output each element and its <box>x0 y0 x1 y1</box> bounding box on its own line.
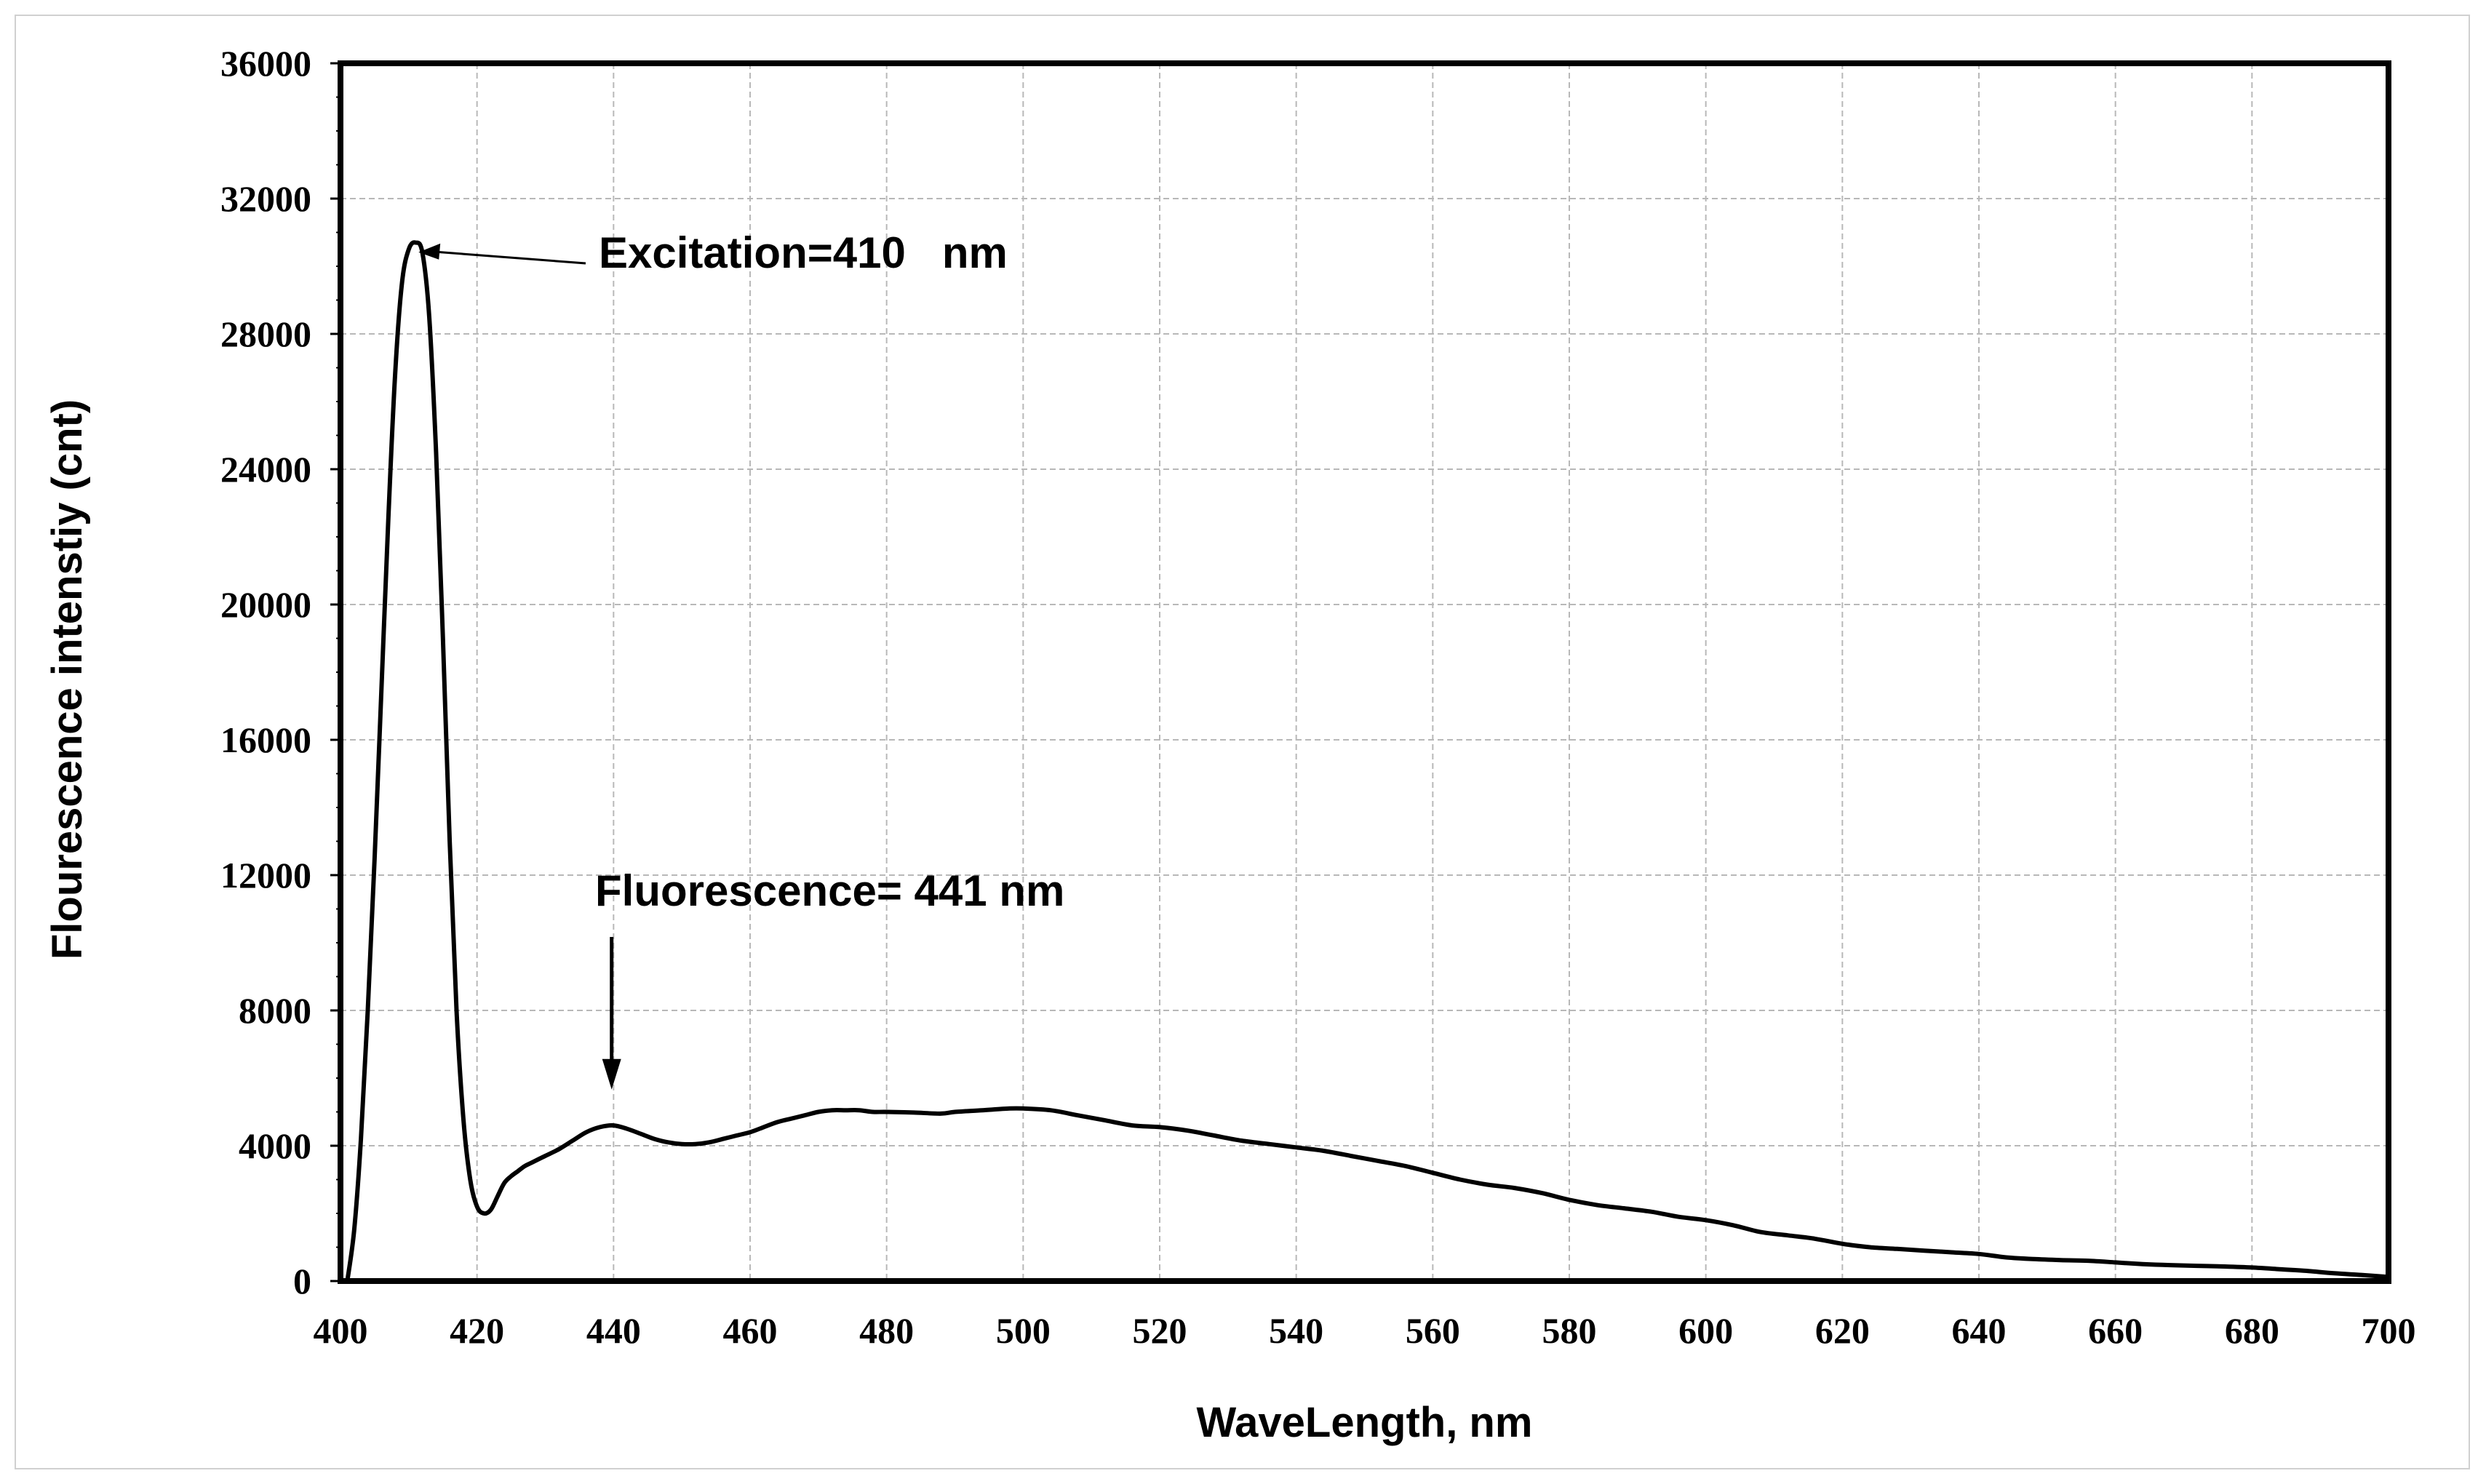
excitation-arrow-head <box>418 243 441 260</box>
y-tick-label: 8000 <box>239 990 311 1031</box>
excitation-label: Excitation=410 nm <box>599 228 1008 277</box>
y-tick-label: 28000 <box>220 314 311 354</box>
x-tick-label: 560 <box>1406 1310 1460 1351</box>
y-tick-label: 24000 <box>220 449 311 490</box>
y-tick-label: 4000 <box>239 1125 311 1166</box>
fluorescence-label: Fluorescence= 441 nm <box>595 866 1064 915</box>
plot-area-border <box>338 60 2391 1284</box>
y-axis-ticks: 0 4000 8000 12000 16000 20000 24000 28000 32000 3… <box>220 43 340 1301</box>
x-tick-label: 400 <box>314 1310 368 1351</box>
y-tick-label: 12000 <box>220 855 311 895</box>
x-tick-label: 460 <box>723 1310 778 1351</box>
y-tick-label: 20000 <box>220 584 311 625</box>
x-tick-label: 580 <box>1542 1310 1597 1351</box>
x-tick-label: 440 <box>586 1310 641 1351</box>
y-axis-title: Flourescence intenstiy (cnt) <box>44 399 91 960</box>
x-tick-label: 680 <box>2225 1310 2279 1351</box>
excitation-arrow <box>431 250 586 265</box>
x-tick-label: 620 <box>1815 1310 1870 1351</box>
x-axis-ticks: 400 420 440 460 480 500 520 540 560 580 600 620 640 6… <box>314 1310 2416 1351</box>
x-tick-label: 480 <box>859 1310 914 1351</box>
grid-lines <box>340 63 2389 1281</box>
y-tick-label: 0 <box>293 1261 311 1301</box>
x-tick-label: 600 <box>1678 1310 1733 1351</box>
x-tick-label: 420 <box>450 1310 504 1351</box>
x-tick-label: 660 <box>2088 1310 2143 1351</box>
fluorescence-arrow-head <box>602 1058 621 1090</box>
y-tick-label: 32000 <box>220 178 311 219</box>
y-tick-label: 36000 <box>220 43 311 84</box>
x-tick-label: 640 <box>1952 1310 2007 1351</box>
x-tick-label: 520 <box>1133 1310 1187 1351</box>
x-axis-title: WaveLength, nm <box>1197 1399 1533 1446</box>
y-tick-label: 16000 <box>220 719 311 760</box>
x-tick-label: 700 <box>2362 1310 2416 1351</box>
x-tick-label: 540 <box>1269 1310 1323 1351</box>
annotations: Excitation=410 nm Fluorescence= 441 nm <box>418 228 1064 1090</box>
series-line <box>345 240 2389 1282</box>
x-tick-label: 500 <box>996 1310 1051 1351</box>
